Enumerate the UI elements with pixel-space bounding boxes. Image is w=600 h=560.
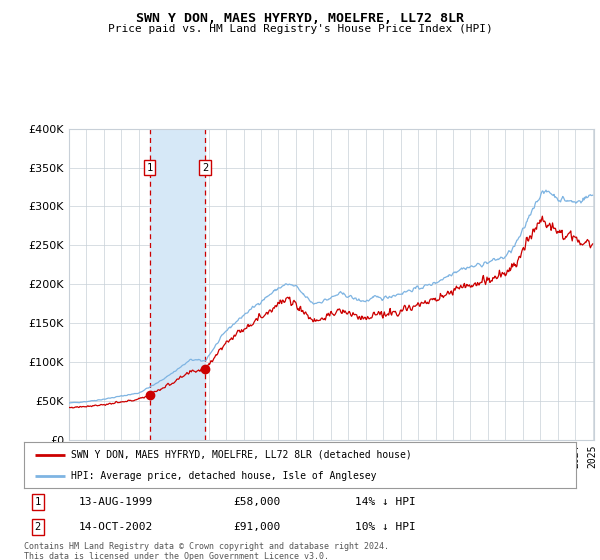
Bar bbox=[149, 129, 205, 440]
Text: £58,000: £58,000 bbox=[234, 497, 281, 507]
Text: Price paid vs. HM Land Registry's House Price Index (HPI): Price paid vs. HM Land Registry's House … bbox=[107, 24, 493, 34]
Text: 14-OCT-2002: 14-OCT-2002 bbox=[79, 522, 154, 532]
Text: 1: 1 bbox=[146, 162, 153, 172]
Text: HPI: Average price, detached house, Isle of Anglesey: HPI: Average price, detached house, Isle… bbox=[71, 471, 376, 481]
Text: 14% ↓ HPI: 14% ↓ HPI bbox=[355, 497, 416, 507]
Text: £91,000: £91,000 bbox=[234, 522, 281, 532]
Text: 13-AUG-1999: 13-AUG-1999 bbox=[79, 497, 154, 507]
Text: SWN Y DON, MAES HYFRYD, MOELFRE, LL72 8LR: SWN Y DON, MAES HYFRYD, MOELFRE, LL72 8L… bbox=[136, 12, 464, 25]
Text: 1: 1 bbox=[35, 497, 41, 507]
Text: 2: 2 bbox=[202, 162, 208, 172]
Text: 10% ↓ HPI: 10% ↓ HPI bbox=[355, 522, 416, 532]
Text: Contains HM Land Registry data © Crown copyright and database right 2024.
This d: Contains HM Land Registry data © Crown c… bbox=[24, 542, 389, 560]
Text: SWN Y DON, MAES HYFRYD, MOELFRE, LL72 8LR (detached house): SWN Y DON, MAES HYFRYD, MOELFRE, LL72 8L… bbox=[71, 450, 412, 460]
Text: 2: 2 bbox=[35, 522, 41, 532]
